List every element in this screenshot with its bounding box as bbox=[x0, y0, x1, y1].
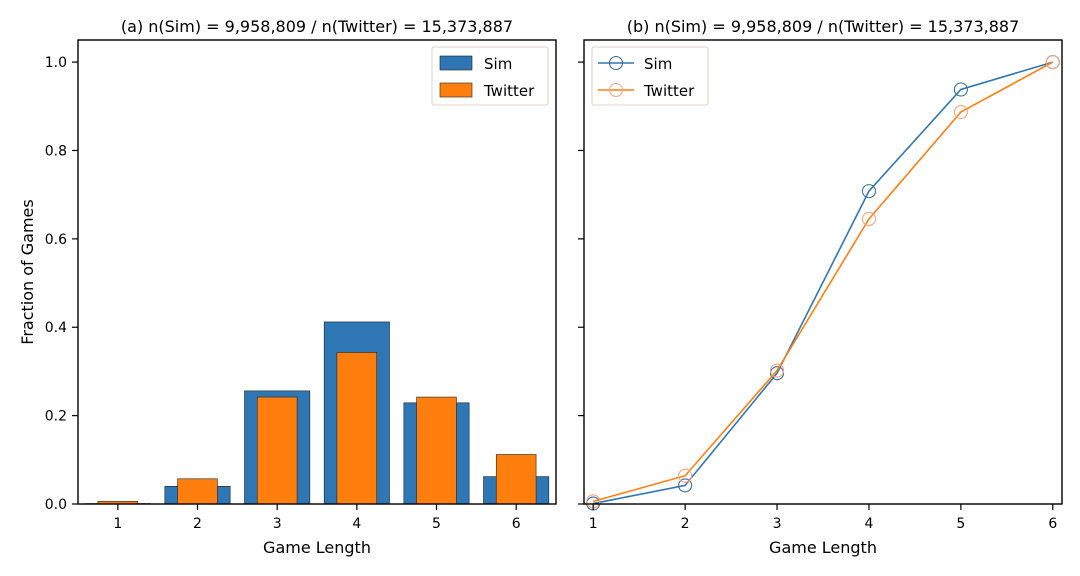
bar-twitter-6 bbox=[495, 454, 537, 505]
y-tick-label: 0.6 bbox=[45, 232, 67, 248]
y-tick-label: 0.8 bbox=[45, 143, 67, 159]
x-tick-label: 1 bbox=[589, 516, 598, 532]
x-tick-label: 6 bbox=[1048, 516, 1057, 532]
x-axis-label: Game Length bbox=[263, 538, 371, 557]
y-axis-label: Fraction of Games bbox=[18, 199, 37, 344]
panel-b bbox=[578, 39, 1063, 511]
x-axis-label: Game Length bbox=[769, 538, 877, 557]
point-twitter-6 bbox=[1045, 55, 1060, 70]
x-tick-label: 4 bbox=[352, 516, 361, 532]
line-sim bbox=[593, 61, 1054, 505]
legend-label-sim: Sim bbox=[484, 55, 512, 73]
y-tick-label: 0.2 bbox=[45, 409, 67, 425]
point-twitter-4 bbox=[861, 211, 877, 227]
legend-label-twitter: Twitter bbox=[643, 82, 695, 100]
y-tick-label: 0.0 bbox=[45, 497, 67, 513]
x-tick-label: 1 bbox=[113, 516, 122, 532]
x-tick-label: 6 bbox=[512, 516, 521, 532]
point-twitter-5 bbox=[953, 104, 968, 120]
plot-frame bbox=[77, 39, 557, 505]
x-tick-label: 5 bbox=[432, 516, 441, 532]
point-twitter-2 bbox=[678, 468, 693, 483]
point-sim-4 bbox=[861, 184, 877, 199]
plot-frame bbox=[583, 39, 1063, 505]
point-sim-2 bbox=[678, 478, 693, 493]
legend-marker-twitter bbox=[608, 82, 624, 98]
legend-swatch-sim bbox=[439, 55, 473, 71]
bar-twitter-3 bbox=[256, 396, 298, 505]
x-tick-label: 3 bbox=[273, 516, 282, 532]
bar-twitter-2 bbox=[177, 478, 218, 505]
x-tick-label: 5 bbox=[956, 516, 965, 532]
point-sim-5 bbox=[953, 82, 968, 97]
bar-twitter-5 bbox=[416, 396, 457, 505]
legend-swatch-twitter bbox=[439, 82, 473, 98]
panel-a bbox=[72, 39, 557, 510]
y-tick-label: 0.4 bbox=[45, 320, 67, 336]
line-twitter bbox=[592, 61, 1054, 503]
x-tick-label: 2 bbox=[681, 516, 690, 532]
y-tick-label: 1.0 bbox=[45, 55, 67, 71]
x-tick-label: 3 bbox=[773, 516, 782, 532]
chart-title: (b) n(Sim) = 9,958,809 / n(Twitter) = 15… bbox=[627, 17, 1020, 36]
chart-title: (a) n(Sim) = 9,958,809 / n(Twitter) = 15… bbox=[121, 17, 513, 36]
point-twitter-3 bbox=[769, 363, 785, 378]
x-tick-label: 2 bbox=[193, 516, 202, 532]
bar-twitter-4 bbox=[336, 352, 378, 505]
legend-marker-sim bbox=[608, 55, 624, 71]
legend-label-twitter: Twitter bbox=[483, 82, 535, 100]
legend-label-sim: Sim bbox=[644, 55, 672, 73]
x-tick-label: 4 bbox=[865, 516, 874, 532]
